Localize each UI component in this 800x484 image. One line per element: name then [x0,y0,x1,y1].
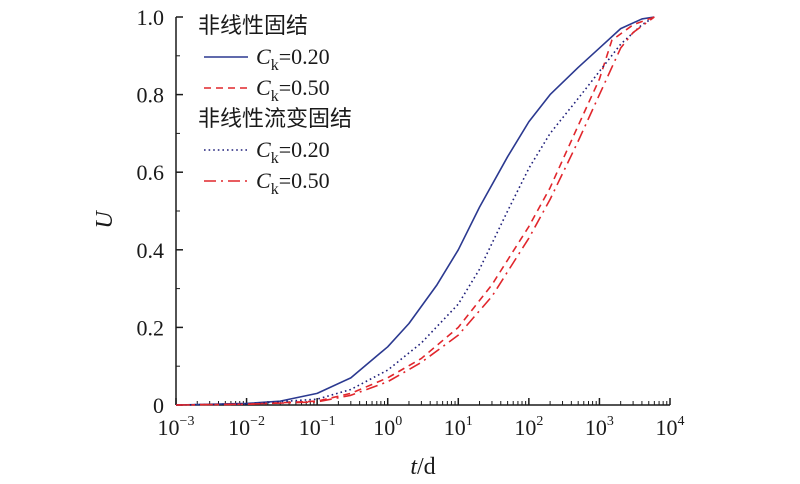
y-axis-label: U [92,210,118,229]
x-tick-exponent: 0 [395,414,402,429]
x-tick-label: 10−2 [228,414,265,440]
series-lines [175,16,655,406]
y-tick-label: 0.4 [137,238,165,263]
legend-label-1: Ck=0.20 [256,44,330,74]
x-tick-label: 101 [444,414,473,440]
x-tick-exponent: 3 [607,414,614,429]
x-tick-exponent: 1 [466,414,473,429]
x-tick-exponent: −1 [321,414,336,429]
x-tick-exponent: −3 [180,414,195,429]
series-line-4 [175,16,655,406]
x-tick-exponent: 4 [678,414,685,429]
x-tick-label: 103 [585,414,614,440]
y-axis-ticks: 0 0.2 0.4 0.6 0.8 1.0 [137,5,183,418]
x-tick-label: 10−1 [299,414,336,440]
y-tick-label: 0 [153,393,164,418]
y-tick-label: 0.6 [137,160,165,185]
series-line-2 [175,16,655,406]
y-tick-label: 1.0 [137,5,165,30]
legend-label-3: Ck=0.20 [256,137,330,167]
legend-label-2: Ck=0.50 [256,75,330,105]
legend-label-4: Ck=0.50 [256,168,330,198]
x-tick-label: 100 [373,414,402,440]
y-tick-label: 0.8 [137,83,165,108]
series-line-1 [175,16,655,406]
x-tick-label: 102 [514,414,543,440]
x-tick-exponent: 2 [536,414,543,429]
x-axis-ticks: 1 0 −3 10−2 10−1 100 101 102 103 104 [158,398,685,440]
x-axis-label: t/d [410,454,435,480]
legend-group-title: 非线性流变固结 [198,107,352,132]
y-tick-label: 0.2 [137,315,165,340]
legend-group-title: 非线性固结 [198,14,308,39]
x-tick-exponent: −2 [250,414,265,429]
plot-area: 1 0 −3 10−2 10−1 100 101 102 103 104 0 0.2 0.4 0.6 0.… [137,5,685,440]
x-tick-label: 104 [656,414,685,440]
series-line-3 [175,16,655,406]
